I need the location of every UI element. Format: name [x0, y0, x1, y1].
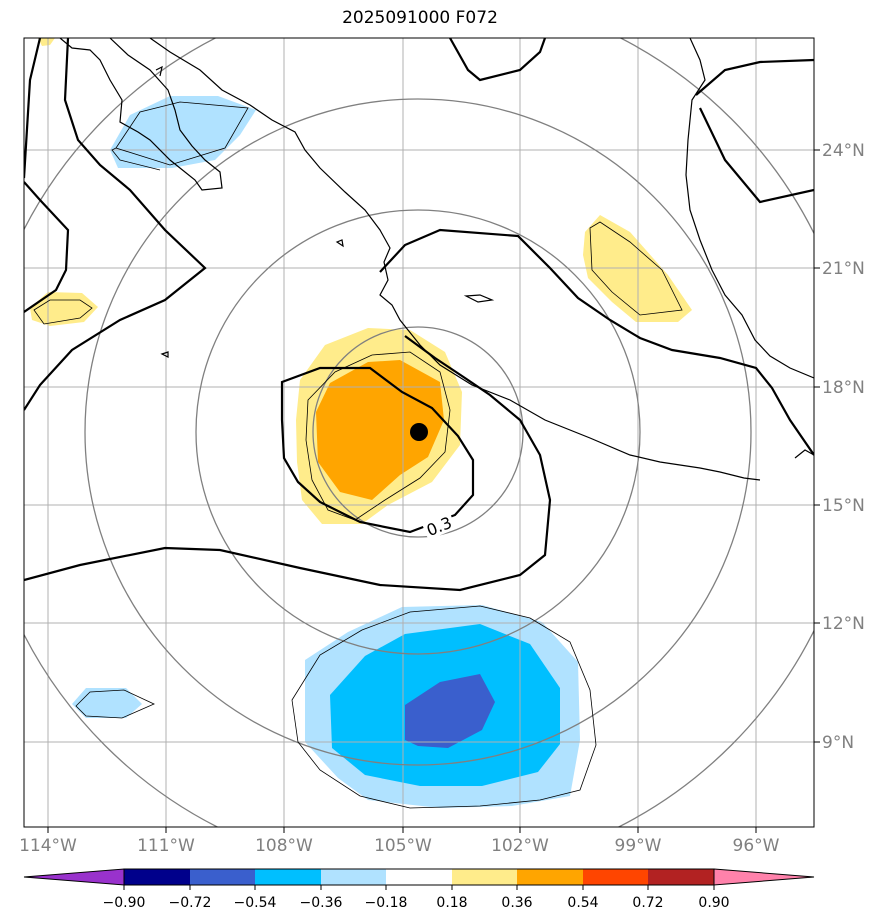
colorbar-tick-label: −0.18: [365, 895, 408, 911]
colorbar-segment: [321, 869, 386, 885]
axis-ticks: [47, 149, 820, 833]
map-frame: [23, 37, 815, 828]
range-rings: [24, 38, 814, 827]
colorbar-segment: [452, 869, 517, 885]
colorbar-tick-label: 0.90: [698, 895, 729, 911]
cold-anomaly-small: [72, 688, 142, 718]
warm-anomaly-orange: [316, 360, 444, 500]
cold-anomaly-south-core: [405, 674, 495, 748]
colorbar-tick-label: 0.72: [632, 895, 663, 911]
lat-label: 24°N: [822, 141, 865, 161]
colorbar-tick-label: −0.36: [300, 895, 343, 911]
colorbar-tick-label: 0.18: [436, 895, 467, 911]
colorbar-tick-label: −0.90: [103, 895, 146, 911]
colorbar-extend-low: [23, 868, 125, 886]
thin-contours: [33, 101, 683, 809]
colorbar-segment: [386, 869, 452, 885]
gridlines: [24, 38, 814, 827]
colorbar-tick-label: −0.54: [234, 895, 277, 911]
lat-label: 15°N: [822, 496, 865, 516]
colorbar-extend-high: [713, 868, 815, 886]
colorbar-segment: [124, 869, 190, 885]
lon-label: 99°W: [615, 836, 662, 856]
lon-label: 105°W: [374, 836, 432, 856]
lon-label: 102°W: [491, 836, 549, 856]
colorbar-tick-label: 0.36: [501, 895, 532, 911]
lon-label: 108°W: [255, 836, 313, 856]
lat-label: 9°N: [822, 733, 854, 753]
lon-label: 114°W: [19, 836, 77, 856]
longitude-labels: 114°W 111°W 108°W 105°W 102°W 99°W 96°W: [19, 836, 780, 856]
colorbar: −0.90 −0.72 −0.54 −0.36 −0.18 0.18 0.36 …: [23, 868, 815, 911]
map-title: 2025091000 F072: [342, 8, 498, 28]
coastlines: [59, 38, 814, 481]
colorbar-segment: [190, 869, 255, 885]
lat-label: 12°N: [822, 614, 865, 634]
lon-label: 96°W: [733, 836, 780, 856]
lat-label: 18°N: [822, 378, 865, 398]
colorbar-segment: [648, 869, 714, 885]
colorbar-tick-label: −0.72: [169, 895, 212, 911]
map-area: 0.3: [24, 38, 814, 827]
colorbar-segment: [517, 869, 583, 885]
colorbar-segment: [583, 869, 648, 885]
storm-center-marker: [410, 423, 428, 441]
lon-label: 111°W: [137, 836, 195, 856]
colorbar-segment: [255, 869, 321, 885]
lat-label: 21°N: [822, 259, 865, 279]
thick-contours: [24, 38, 814, 592]
warm-anomaly-corner: [38, 38, 55, 46]
colorbar-tick-label: 0.54: [567, 895, 598, 911]
latitude-labels: 24°N 21°N 18°N 15°N 12°N 9°N: [822, 141, 865, 753]
